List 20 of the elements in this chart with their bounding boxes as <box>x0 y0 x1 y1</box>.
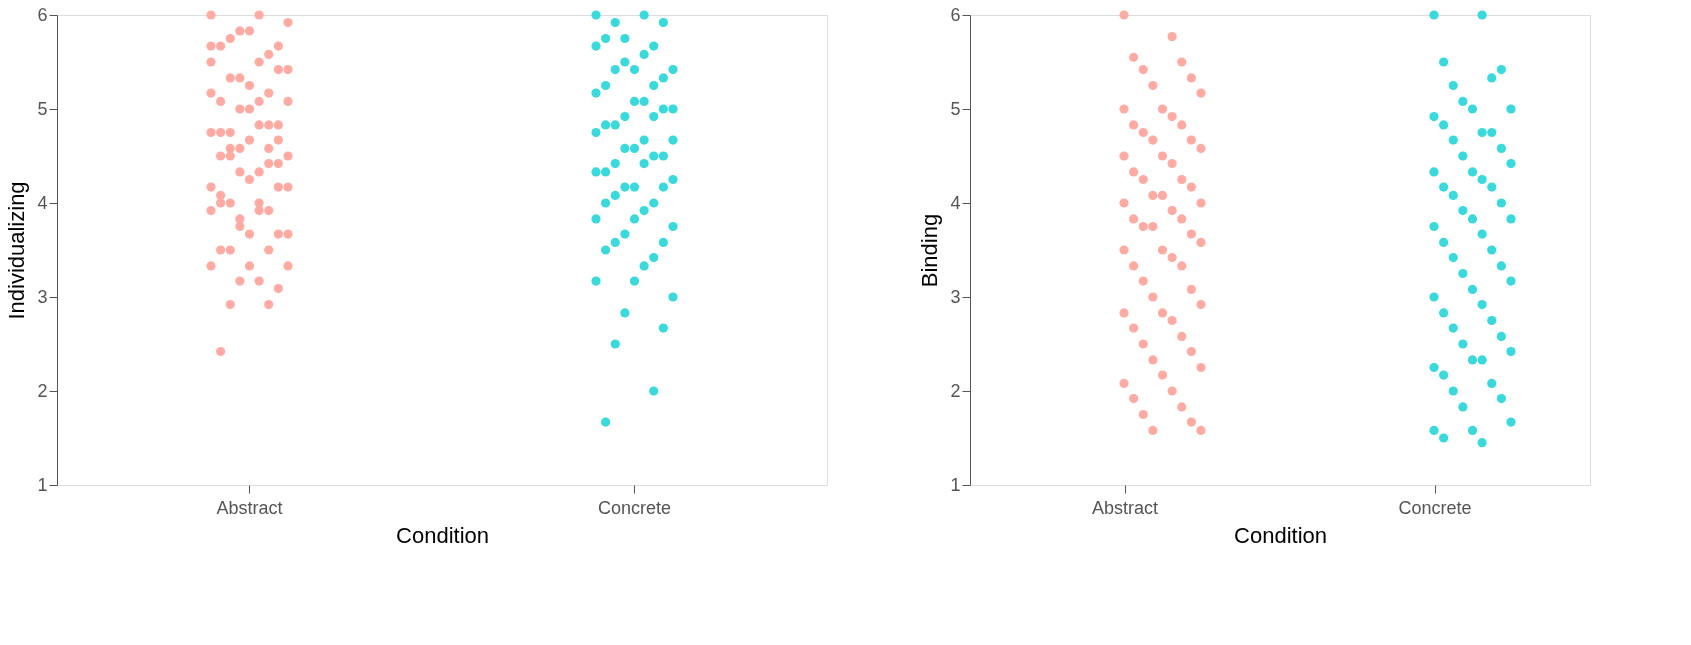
y-tick-label: 4 <box>37 192 48 213</box>
y-tick-label: 3 <box>37 286 48 307</box>
y-tick-label: 3 <box>950 286 961 307</box>
y-tick-label: 2 <box>37 380 48 401</box>
y-axis-title: Individualizing <box>4 181 30 320</box>
y-tick-label: 2 <box>950 380 961 401</box>
x-tick-label: Concrete <box>597 497 672 518</box>
y-tick-label: 1 <box>37 474 48 495</box>
x-tick-label: Concrete <box>1398 497 1472 518</box>
y-axis-title: Binding <box>917 213 943 288</box>
x-axis-title: Condition <box>1234 522 1327 548</box>
y-tick-label: 4 <box>950 192 961 213</box>
y-tick-label: 1 <box>950 474 961 495</box>
y-tick-label: 6 <box>37 4 48 25</box>
y-tick-label: 5 <box>950 98 961 119</box>
x-tick-label: Abstract <box>1091 497 1159 518</box>
y-tick-label: 6 <box>950 4 961 25</box>
x-axis-title: Condition <box>396 522 489 548</box>
x-tick-label: Abstract <box>216 497 283 518</box>
y-tick-label: 5 <box>37 98 48 119</box>
